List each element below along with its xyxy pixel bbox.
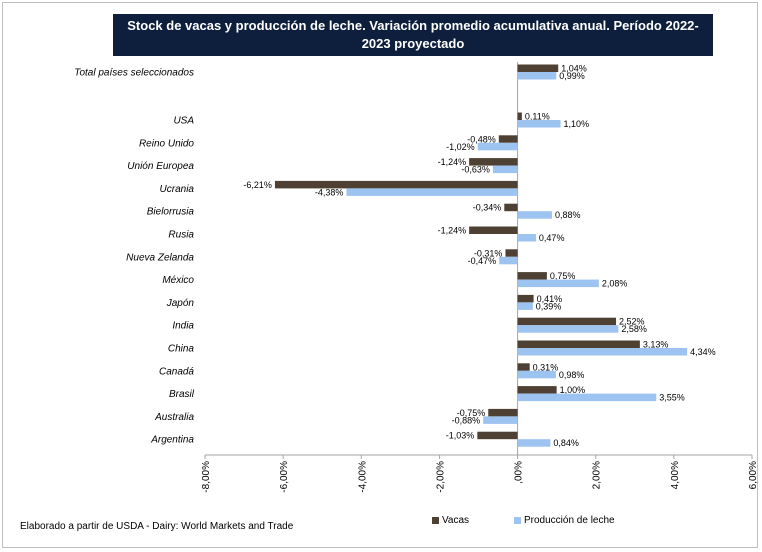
bar-vacas: [517, 363, 530, 371]
legend-label-produccion: Producción de leche: [524, 515, 615, 526]
data-label-produccion: -4,38%: [315, 187, 344, 197]
bar-produccion: [477, 142, 518, 151]
bar-produccion: [483, 416, 518, 424]
category-label: India: [172, 321, 194, 332]
data-label-produccion: 0,99%: [559, 71, 585, 81]
category-label: Rusia: [168, 230, 194, 241]
data-label-produccion: -0,88%: [452, 415, 481, 425]
data-label-produccion: -0,63%: [461, 165, 490, 175]
legend-item-vacas: Vacas: [432, 515, 469, 526]
bar-produccion: [517, 234, 536, 242]
data-label-produccion: 0,47%: [539, 233, 565, 243]
data-label-produccion: -1,02%: [446, 142, 475, 152]
data-label-vacas: -1,24%: [438, 157, 467, 167]
category-label: Argentina: [150, 435, 194, 446]
category-label: Japón: [166, 298, 195, 309]
data-label-vacas: 0,75%: [550, 271, 576, 281]
data-label-vacas: -0,75%: [457, 408, 486, 418]
data-label-vacas: -1,03%: [446, 431, 475, 441]
source-note: Elaborado a partir de USDA - Dairy: Worl…: [20, 521, 294, 532]
bar-vacas: [517, 340, 640, 348]
data-label-produccion: 2,08%: [602, 279, 628, 289]
category-label: Nueva Zelanda: [126, 252, 194, 263]
category-label: Bielorrusia: [147, 207, 195, 218]
bar-vacas: [488, 408, 518, 417]
x-tick-label: 4,00%: [670, 461, 681, 489]
bar-produccion: [499, 256, 518, 265]
bar-vacas: [517, 294, 534, 303]
bar-vacas: [469, 226, 518, 234]
bar-produccion: [517, 370, 556, 379]
data-label-vacas: 0,11%: [525, 112, 550, 122]
bar-produccion: [517, 120, 561, 128]
bar-vacas: [477, 431, 518, 440]
data-label-vacas: -0,48%: [467, 134, 496, 144]
data-label-vacas: 1,04%: [561, 64, 587, 74]
x-tick-label: 6,00%: [748, 461, 759, 489]
data-label-produccion: -0,47%: [468, 256, 497, 266]
bar-produccion: [517, 393, 657, 402]
bar-vacas: [517, 317, 617, 326]
bar-vacas: [498, 135, 518, 143]
x-tick-label: 2,00%: [592, 461, 603, 489]
bar-produccion: [517, 439, 551, 447]
category-label: Canadá: [159, 366, 194, 377]
category-label: China: [168, 344, 195, 355]
legend-swatch-produccion: [514, 516, 521, 524]
data-label-vacas: 1,00%: [560, 385, 586, 395]
category-label: Unión Europea: [127, 161, 194, 172]
category-label: Brasil: [169, 389, 195, 400]
bar-vacas: [505, 249, 518, 257]
category-label: México: [162, 275, 194, 286]
bar-vacas: [517, 64, 559, 72]
category-label: USA: [173, 116, 194, 127]
data-label-vacas: 0,41%: [537, 294, 563, 304]
data-label-vacas: -0,34%: [473, 203, 502, 213]
bar-produccion: [517, 348, 688, 356]
chart-title: Stock de vacas y producción de leche. Va…: [113, 14, 713, 56]
category-label: Total países seleccionados: [74, 68, 194, 79]
x-tick-label: -8,00%: [201, 461, 212, 493]
x-tick-label: -6,00%: [279, 461, 290, 493]
data-label-vacas: -6,21%: [243, 180, 272, 190]
bar-vacas: [274, 180, 518, 189]
category-label: Ucrania: [160, 184, 195, 195]
data-label-produccion: 4,34%: [690, 347, 716, 357]
legend-label-vacas: Vacas: [442, 515, 470, 526]
data-label-vacas: -1,24%: [438, 226, 467, 236]
category-label: Reino Unido: [139, 138, 194, 149]
bar-vacas: [517, 386, 557, 394]
data-label-vacas: 2,52%: [619, 317, 645, 327]
legend-item-produccion: Producción de leche: [514, 515, 615, 526]
bar-produccion: [517, 279, 599, 288]
data-label-produccion: 1,10%: [564, 119, 590, 129]
data-label-produccion: 0,88%: [555, 210, 581, 220]
legend-swatch-vacas: [432, 516, 439, 524]
x-tick-label: -2,00%: [435, 461, 446, 493]
bar-vacas: [469, 158, 518, 166]
data-label-produccion: 3,55%: [659, 393, 685, 403]
data-label-vacas: -0,31%: [474, 248, 503, 258]
bar-produccion: [346, 188, 518, 196]
x-tick-label: ,00%: [514, 461, 525, 484]
bar-produccion: [517, 72, 557, 80]
bar-vacas: [517, 272, 547, 280]
x-tick-label: -4,00%: [357, 461, 368, 493]
category-label: Australia: [154, 412, 194, 423]
data-label-produccion: 0,98%: [559, 370, 585, 380]
data-label-produccion: 2,58%: [621, 324, 647, 334]
data-label-vacas: 0,31%: [533, 362, 559, 372]
data-label-produccion: 0,39%: [536, 301, 562, 311]
bar-produccion: [517, 211, 552, 219]
bar-produccion: [492, 165, 518, 174]
bar-vacas: [504, 203, 518, 212]
bar-produccion: [517, 302, 533, 310]
bar-produccion: [517, 325, 619, 333]
data-label-produccion: 0,84%: [553, 438, 579, 448]
data-label-vacas: 3,13%: [643, 340, 669, 350]
bar-vacas: [517, 112, 522, 120]
